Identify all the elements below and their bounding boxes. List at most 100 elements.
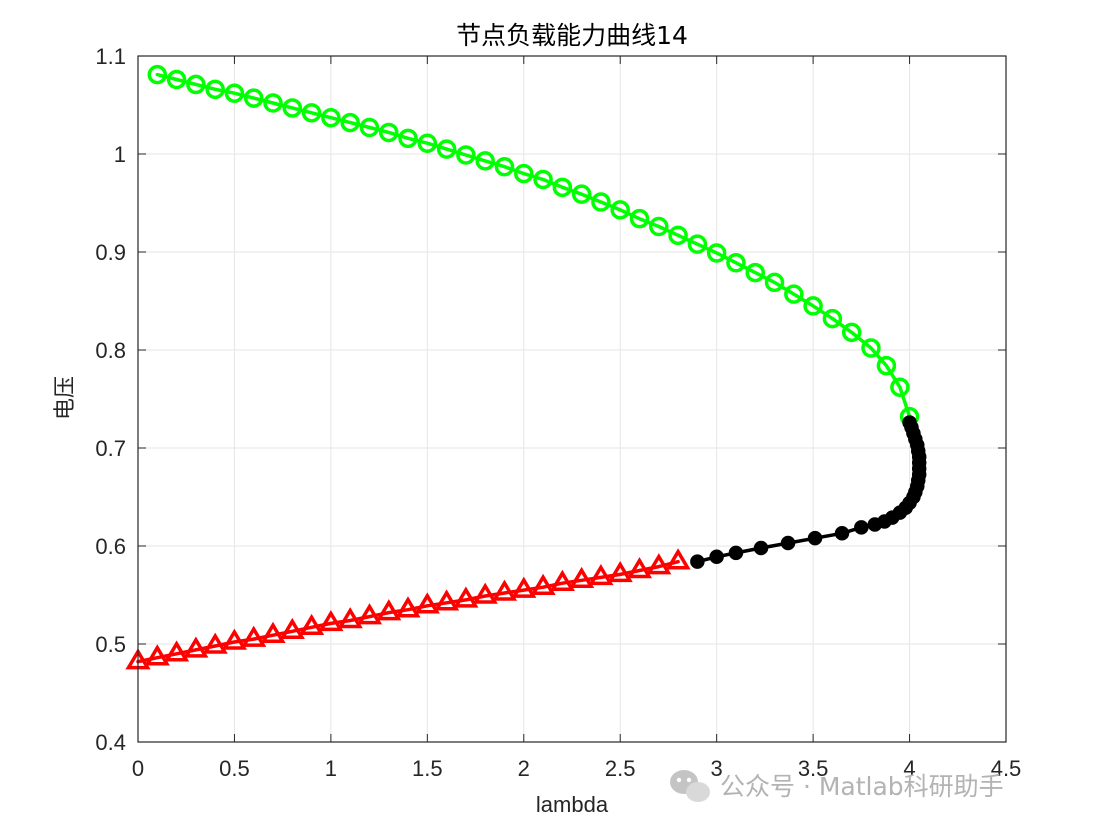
y-tick-label: 0.8 [95, 338, 126, 363]
data-point-triangle [241, 625, 267, 647]
plot-background [138, 56, 1006, 742]
x-tick-label: 4 [903, 756, 915, 781]
data-point-circle [263, 93, 283, 113]
data-point-triangle [337, 607, 363, 629]
data-point-circle [706, 243, 727, 263]
data-point-circle [552, 177, 573, 198]
y-tick-label: 0.7 [95, 436, 126, 461]
data-point-triangle [607, 560, 633, 583]
data-point-circle [822, 308, 843, 329]
data-point-circle [494, 156, 515, 177]
y-tick-label: 0.4 [95, 730, 126, 755]
data-point-circle [514, 163, 534, 184]
data-point-circle [629, 208, 650, 229]
data-point-circle [359, 117, 380, 138]
data-point-triangle [318, 609, 344, 632]
data-point-circle [803, 296, 823, 316]
x-tick-label: 0 [132, 756, 144, 781]
data-point-dot [780, 535, 796, 551]
data-point-triangle [356, 603, 383, 625]
data-point-triangle [279, 617, 305, 640]
data-point-circle [876, 355, 897, 376]
data-point-dot [753, 540, 769, 556]
data-point-dot [834, 526, 850, 541]
data-point-triangle [665, 548, 691, 570]
data-point-circle [841, 322, 862, 343]
data-point-dot [709, 549, 724, 565]
y-tick-label: 0.9 [95, 240, 126, 265]
data-point-triangle [626, 557, 653, 579]
wechat-icon [670, 770, 710, 802]
x-tick-label: 0.5 [219, 756, 250, 781]
data-point-triangle [434, 589, 460, 611]
data-point-triangle [414, 592, 440, 614]
data-point-triangle [549, 569, 575, 591]
data-point-triangle [453, 586, 479, 608]
data-point-circle [379, 122, 399, 143]
data-point-triangle [588, 563, 614, 586]
data-point-circle [610, 200, 630, 220]
data-point-circle [340, 112, 360, 133]
x-tick-label: 3 [711, 756, 723, 781]
data-point-triangle [299, 613, 325, 636]
data-point-triangle [646, 553, 672, 575]
watermark-text: 公众号 · Matlab科研助手 [720, 772, 1004, 801]
x-tick-label: 4.5 [991, 756, 1022, 781]
data-point-circle [205, 79, 225, 100]
y-tick-label: 1 [114, 142, 126, 167]
data-point-dot [728, 545, 744, 561]
x-axis-title: lambda [536, 792, 609, 817]
data-point-circle [321, 107, 341, 128]
chart-title: 节点负载能力曲线14 [456, 21, 688, 50]
data-point-circle [591, 192, 611, 212]
data-point-circle [436, 139, 457, 159]
series-layer [125, 64, 927, 670]
data-point-circle [764, 272, 785, 293]
data-point-triangle [530, 573, 556, 595]
data-point-triangle [395, 596, 421, 618]
data-point-circle [861, 338, 881, 358]
plot-box [137, 55, 1007, 743]
series-filled-circle [690, 415, 927, 569]
data-point-circle [687, 234, 708, 254]
data-point-circle [398, 128, 418, 149]
data-point-triangle [511, 576, 537, 598]
y-tick-label: 0.5 [95, 632, 126, 657]
series-triangle [125, 548, 691, 670]
data-point-circle [301, 103, 322, 123]
data-point-circle [147, 64, 168, 85]
data-point-circle [571, 184, 592, 204]
data-point-triangle [144, 644, 170, 666]
data-point-circle [417, 133, 438, 153]
data-point-circle [668, 225, 688, 246]
data-point-triangle [491, 579, 518, 601]
data-point-triangle [569, 566, 595, 589]
data-point-circle [186, 74, 206, 95]
data-point-circle [533, 169, 553, 190]
axis-ticks: 0 0.5 1 1.5 2 2.5 3 3.5 4 4.5 0.4 0.5 0.6 0.7 0.8 0.9 1 1… [95, 44, 1021, 781]
data-point-triangle [202, 632, 228, 654]
data-point-circle [282, 98, 303, 118]
data-point-dot [854, 520, 869, 535]
watermark: 公众号 · Matlab科研助手 [670, 770, 1004, 802]
x-tick-label: 2 [518, 756, 530, 781]
data-point-triangle [221, 628, 247, 650]
series-circle [147, 64, 920, 427]
data-point-circle [745, 262, 765, 283]
data-point-circle [784, 284, 804, 304]
data-point-triangle [376, 599, 402, 621]
data-point-triangle [183, 636, 209, 658]
data-point-triangle [472, 582, 498, 604]
data-point-circle [456, 145, 476, 165]
data-point-circle [890, 377, 910, 397]
y-tick-label: 1.1 [95, 44, 126, 69]
data-point-circle [243, 88, 264, 108]
y-axis-title: 电压 [52, 376, 77, 420]
x-tick-label: 1.5 [412, 756, 443, 781]
data-point-circle [649, 216, 669, 237]
data-point-dot [807, 530, 823, 546]
data-point-triangle [260, 621, 286, 643]
x-tick-label: 1 [325, 756, 337, 781]
y-tick-label: 0.6 [95, 534, 126, 559]
